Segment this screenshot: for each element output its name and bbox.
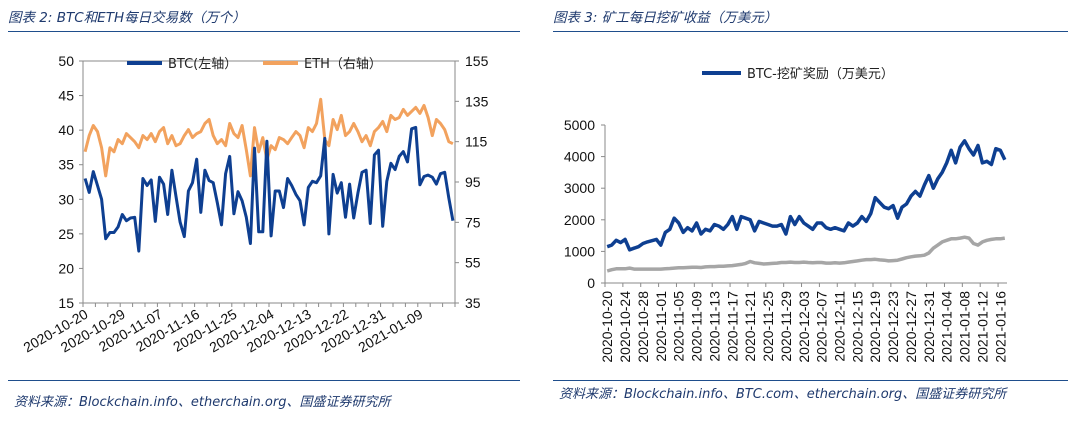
x-tick-label: 2020-12-15 <box>849 291 865 363</box>
eth-mining-reward-line <box>606 235 1006 273</box>
figure-3-top-rule <box>553 31 1068 32</box>
figure-3-panel: 图表 3: 矿工每日挖矿收益（万美元） 0 1000 2000 3000 4000 500… <box>545 0 1080 429</box>
x-tick-label: 2020-12-03 <box>796 291 812 363</box>
x-tick-label: 2020-10-28 <box>635 291 651 363</box>
x-tick-label: 2021-01-08 <box>957 291 973 363</box>
x-tick-label: 2020-11-17 <box>724 291 740 362</box>
figure-3-source: 资料来源：Blockchain.info、BTC.com、etherchain.… <box>559 387 1007 402</box>
y-left-tick-label: 20 <box>58 260 74 276</box>
y-left-tick-label: 50 <box>58 53 74 69</box>
y-left-tick-label: 45 <box>58 88 74 104</box>
y-tick-label: 5000 <box>564 117 595 133</box>
y-right-tick-label: 35 <box>465 295 481 311</box>
x-tick-label: 2020-11-25 <box>760 291 776 362</box>
btc-mining-reward-line <box>606 139 1007 252</box>
y-right-tick-label: 95 <box>465 174 481 190</box>
y-left-tick-label: 30 <box>58 191 74 207</box>
btc-legend-label: BTC(左轴） <box>168 57 237 72</box>
y-left-tick-label: 15 <box>58 295 74 311</box>
figure-3-bottom-rule <box>553 380 1068 381</box>
btc-legend-label: BTC-挖矿奖励（万美元） <box>747 67 894 82</box>
y-left-tick-label: 25 <box>58 226 74 242</box>
figure-2-top-rule <box>8 31 520 32</box>
figure-3-title: 图表 3: 矿工每日挖矿收益（万美元） <box>553 10 778 26</box>
figure-2-title: 图表 2: BTC和ETH每日交易数（万个） <box>8 10 246 26</box>
x-tick-label: 2020-11-01 <box>653 291 669 362</box>
x-tick-label: 2020-11-21 <box>742 291 758 362</box>
y-left-tick-label: 40 <box>58 122 74 138</box>
eth-legend-label: ETH（右轴） <box>304 57 382 72</box>
x-tick-label: 2020-11-13 <box>706 291 722 362</box>
y-tick-label: 2000 <box>564 212 595 228</box>
x-tick-label: 2020-12-19 <box>867 291 883 363</box>
btc-eth-transactions-chart: 1520253035404550355575951151351552020-10… <box>21 53 489 355</box>
y-right-tick-label: 75 <box>465 214 481 230</box>
y-right-tick-label: 115 <box>465 134 488 150</box>
y-right-tick-label: 135 <box>465 93 489 109</box>
eth-series-line <box>83 97 454 178</box>
x-tick-label: 2020-10-24 <box>617 291 633 363</box>
x-tick-label: 2020-12-07 <box>814 291 830 363</box>
y-left-tick-label: 35 <box>58 157 74 173</box>
y-tick-label: 0 <box>587 275 595 291</box>
x-tick-label: 2021-01-16 <box>992 291 1008 363</box>
y-right-tick-label: 55 <box>465 255 481 271</box>
y-tick-label: 3000 <box>564 180 595 196</box>
x-tick-label: 2020-11-09 <box>689 291 705 362</box>
y-tick-label: 1000 <box>564 243 595 259</box>
y-right-tick-label: 155 <box>465 53 489 69</box>
figure-2-bottom-rule <box>8 380 520 381</box>
x-tick-label: 2020-11-29 <box>778 291 794 362</box>
y-tick-label: 4000 <box>564 149 595 165</box>
figure-2-panel: 图表 2: BTC和ETH每日交易数（万个） 15 20 25 30 35 40 45 50 3… <box>0 0 525 429</box>
x-tick-label: 2021-01-04 <box>939 291 955 363</box>
x-tick-label: 2020-12-31 <box>921 291 937 363</box>
x-tick-label: 2020-12-23 <box>885 291 901 363</box>
x-tick-label: 2021-01-12 <box>974 291 990 363</box>
figure-2-source: 资料来源：Blockchain.info、etherchain.org、国盛证券… <box>14 395 391 410</box>
btc-series-line <box>83 125 455 253</box>
x-tick-label: 2020-10-20 <box>599 291 615 363</box>
x-tick-label: 2020-12-11 <box>832 291 848 362</box>
x-tick-label: 2020-11-05 <box>671 291 687 362</box>
x-tick-label: 2020-12-27 <box>903 291 919 363</box>
